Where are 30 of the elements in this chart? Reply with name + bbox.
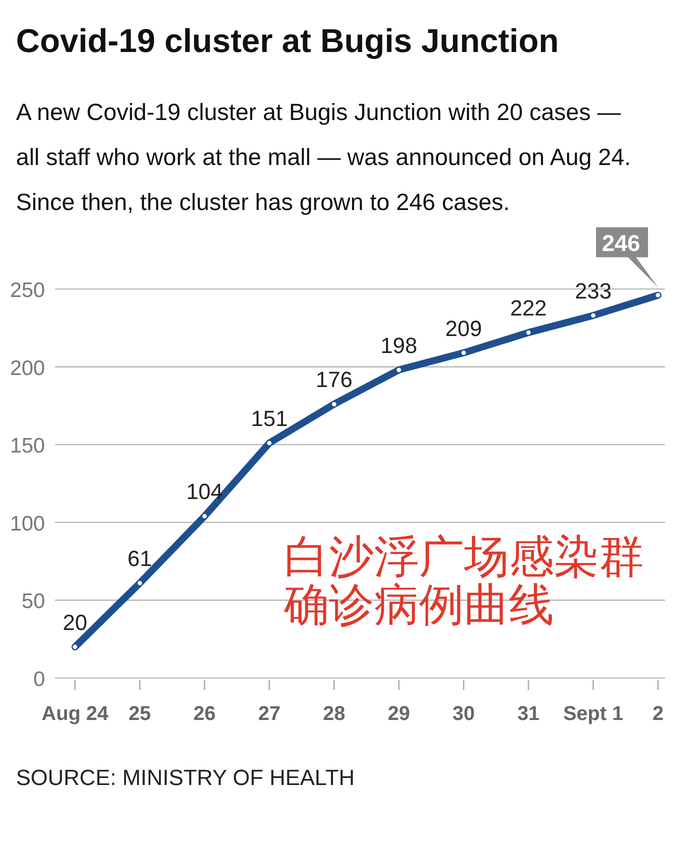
x-tick-label: Aug 24 <box>42 703 110 725</box>
x-tick-label: 27 <box>258 703 280 725</box>
x-tick-label: 2 <box>652 703 664 725</box>
data-label: 233 <box>574 278 612 304</box>
y-tick-label: 50 <box>22 590 45 614</box>
data-label: 151 <box>250 406 288 432</box>
y-tick-label: 250 <box>10 279 45 302</box>
x-tick-label: 31 <box>517 703 540 725</box>
annotation: 白沙浮广场感染群确诊病例曲线 <box>284 533 645 629</box>
x-tick-label: 29 <box>388 703 410 725</box>
x-tick-label: 25 <box>128 703 151 725</box>
subtitle: A new Covid-19 cluster at Bugis Junction with 20 cases — all staff who work at the mall — was announced on Aug 24. Since then, the cluster has grown to 246 cases. <box>16 98 632 217</box>
x-tick-label: 28 <box>322 703 346 725</box>
title: Covid-19 cluster at Bugis Junction <box>16 22 559 60</box>
data-label: 198 <box>380 332 418 358</box>
data-label: 222 <box>510 296 547 321</box>
data-label: 209 <box>445 316 482 341</box>
y-tick-label: 150 <box>10 434 45 458</box>
x-tick-label: 30 <box>452 703 475 725</box>
annotation: SOURCE: MINISTRY OF HEALTH <box>16 765 355 791</box>
data-label: 20 <box>62 610 88 635</box>
x-tick-label: 26 <box>193 703 216 725</box>
data-label: 246 <box>602 230 640 256</box>
data-label: 104 <box>186 479 223 504</box>
x-tick-label: Sept 1 <box>563 703 624 725</box>
y-tick-label: 200 <box>10 356 45 380</box>
data-label: 176 <box>316 367 352 392</box>
y-tick-label: 100 <box>10 512 45 536</box>
y-tick-label: 0 <box>33 668 45 691</box>
data-label: 61 <box>128 546 152 572</box>
